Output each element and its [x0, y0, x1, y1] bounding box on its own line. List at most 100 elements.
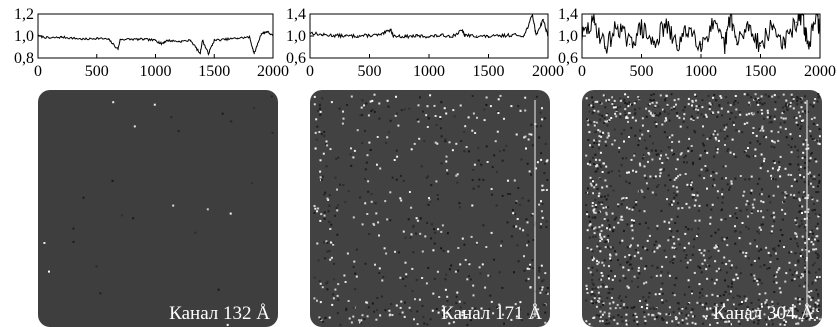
noise-speck	[739, 113, 742, 116]
noise-speck	[355, 275, 358, 278]
noise-speck	[704, 149, 706, 152]
noise-speck	[634, 108, 637, 111]
noise-speck	[585, 287, 588, 290]
data-point	[629, 43, 631, 45]
noise-speck	[633, 319, 636, 322]
noise-speck	[775, 252, 777, 255]
noise-speck	[642, 246, 644, 249]
noise-speck	[366, 213, 369, 215]
noise-speck	[775, 314, 778, 317]
noise-speck	[801, 319, 804, 322]
noise-speck	[679, 259, 682, 262]
noise-speck	[646, 303, 649, 306]
noise-speck	[773, 141, 776, 144]
noise-speck	[711, 313, 714, 316]
noise-speck	[714, 303, 717, 306]
data-point	[748, 24, 750, 26]
noise-speck	[638, 162, 641, 165]
noise-speck	[800, 276, 803, 279]
noise-speck	[368, 233, 371, 235]
noise-speck	[599, 316, 602, 319]
noise-speck	[741, 222, 744, 224]
noise-speck	[590, 184, 593, 187]
noise-speck	[744, 255, 747, 258]
noise-speck	[539, 287, 542, 290]
noise-speck	[725, 177, 727, 180]
noise-speck	[621, 239, 624, 242]
noise-speck	[594, 100, 597, 103]
noise-speck	[413, 142, 416, 145]
data-point	[783, 43, 785, 45]
noise-speck	[620, 132, 623, 135]
noise-speck	[764, 93, 767, 96]
noise-speck	[734, 212, 737, 215]
noise-speck	[538, 270, 541, 273]
noise-speck	[810, 241, 813, 243]
noise-speck	[598, 163, 601, 166]
noise-speck	[740, 303, 743, 305]
noise-speck	[760, 223, 763, 226]
noise-speck	[721, 208, 723, 211]
noise-speck	[602, 303, 605, 306]
noise-speck	[667, 146, 670, 149]
noise-speck	[804, 162, 807, 164]
noise-speck	[627, 105, 630, 108]
noise-speck	[593, 124, 596, 127]
noise-speck	[630, 126, 633, 129]
noise-speck	[601, 114, 604, 117]
noise-speck	[400, 109, 403, 112]
noise-speck	[723, 304, 725, 307]
noise-speck	[765, 136, 768, 139]
noise-speck	[682, 120, 685, 123]
noise-speck	[766, 170, 769, 173]
noise-speck	[537, 308, 540, 311]
noise-speck	[721, 196, 724, 199]
noise-speck	[410, 206, 413, 209]
noise-speck	[675, 194, 678, 197]
noise-speck	[607, 234, 610, 237]
noise-speck	[599, 232, 602, 235]
data-point	[213, 39, 215, 42]
noise-speck	[789, 237, 792, 240]
noise-speck	[666, 136, 669, 139]
noise-speck	[698, 105, 701, 107]
noise-speck	[633, 306, 636, 308]
noise-speck	[803, 285, 806, 288]
noise-speck	[683, 249, 686, 252]
noise-speck	[438, 296, 441, 298]
noise-speck	[598, 314, 601, 317]
noise-speck	[705, 315, 708, 318]
noise-speck	[672, 107, 675, 110]
noise-speck	[661, 123, 664, 126]
noise-speck	[385, 141, 388, 144]
noise-speck	[804, 101, 807, 104]
noise-speck	[790, 151, 793, 154]
noise-speck	[596, 245, 599, 248]
noise-speck	[807, 194, 810, 197]
noise-speck	[793, 277, 796, 280]
noise-speck	[359, 114, 362, 117]
noise-speck	[664, 117, 667, 120]
noise-speck	[777, 139, 780, 142]
x-tick-label: 1000	[413, 63, 445, 80]
noise-speck	[483, 108, 486, 111]
noise-speck	[774, 101, 777, 104]
noise-speck	[692, 163, 694, 166]
noise-speck	[323, 193, 326, 196]
noise-speck	[659, 312, 662, 315]
noise-speck	[645, 281, 648, 284]
noise-speck	[472, 169, 475, 171]
noise-speck	[759, 167, 762, 170]
noise-speck	[48, 270, 50, 273]
noise-speck	[687, 314, 690, 317]
noise-speck	[630, 263, 633, 266]
noise-speck	[593, 141, 596, 144]
noise-speck	[502, 149, 505, 152]
noise-speck	[586, 187, 589, 190]
noise-speck	[429, 200, 432, 203]
noise-speck	[519, 301, 522, 304]
noise-speck	[608, 247, 611, 250]
noise-speck	[756, 279, 759, 282]
noise-speck	[593, 227, 596, 230]
